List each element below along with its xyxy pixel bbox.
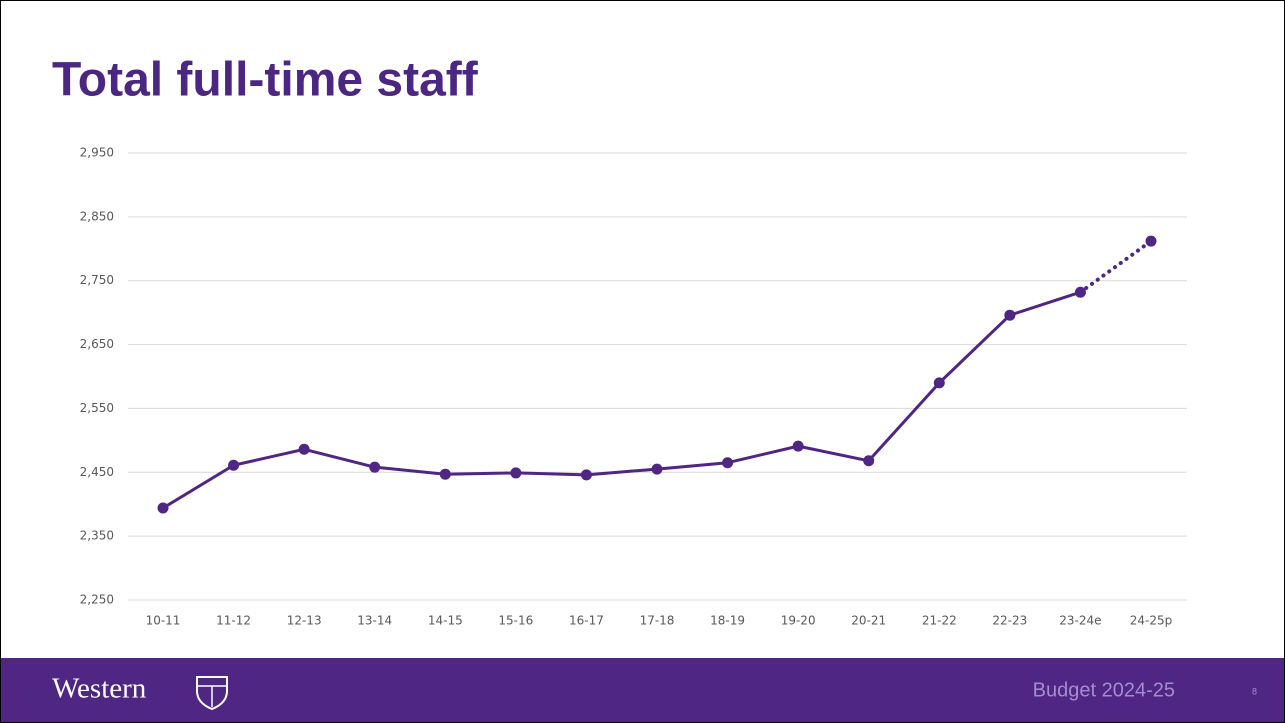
x-tick-label: 18-19 <box>710 614 745 628</box>
x-tick-label: 14-15 <box>428 614 463 628</box>
projected-line <box>1078 239 1153 295</box>
x-tick-label: 13-14 <box>357 614 392 628</box>
x-tick-label: 24-25p <box>1130 614 1173 628</box>
line-series <box>162 290 1081 510</box>
data-point <box>510 467 522 479</box>
data-point <box>228 459 240 471</box>
data-point <box>651 463 663 475</box>
y-tick-label: 2,450 <box>80 465 114 479</box>
data-point <box>933 377 945 389</box>
shield-icon <box>196 676 228 711</box>
data-point <box>369 461 381 473</box>
y-tick-label: 2,250 <box>80 593 114 607</box>
x-tick-label: 23-24e <box>1059 614 1101 628</box>
x-tick-label: 15-16 <box>498 614 533 628</box>
page-number: 8 <box>1252 686 1257 696</box>
x-tick-label: 22-23 <box>992 614 1027 628</box>
x-tick-label: 11-12 <box>216 614 251 628</box>
data-point <box>792 440 804 452</box>
x-tick-label: 12-13 <box>287 614 322 628</box>
data-point <box>1004 309 1016 321</box>
y-tick-label: 2,950 <box>80 146 114 160</box>
x-tick-label: 21-22 <box>922 614 957 628</box>
data-point <box>580 469 592 481</box>
y-tick-label: 2,650 <box>80 337 114 351</box>
chart-title: Total full-time staff <box>52 54 479 107</box>
data-point <box>298 443 310 455</box>
y-tick-label: 2,550 <box>80 401 114 415</box>
data-point <box>157 502 169 514</box>
footer-text: Budget 2024-25 <box>1033 679 1175 701</box>
data-point <box>1074 286 1086 298</box>
y-tick-label: 2,850 <box>80 209 114 223</box>
data-point <box>722 457 734 469</box>
x-tick-label: 10-11 <box>146 614 181 628</box>
footer-band <box>1 658 1284 722</box>
y-tick-label: 2,350 <box>80 529 114 543</box>
x-tick-label: 17-18 <box>640 614 675 628</box>
data-point <box>863 455 875 467</box>
data-point <box>1145 235 1157 247</box>
x-tick-label: 16-17 <box>569 614 604 628</box>
x-tick-label: 20-21 <box>851 614 886 628</box>
y-tick-label: 2,750 <box>80 273 114 287</box>
data-point <box>439 468 451 480</box>
brand: Western <box>52 673 147 705</box>
x-tick-label: 19-20 <box>781 614 816 628</box>
